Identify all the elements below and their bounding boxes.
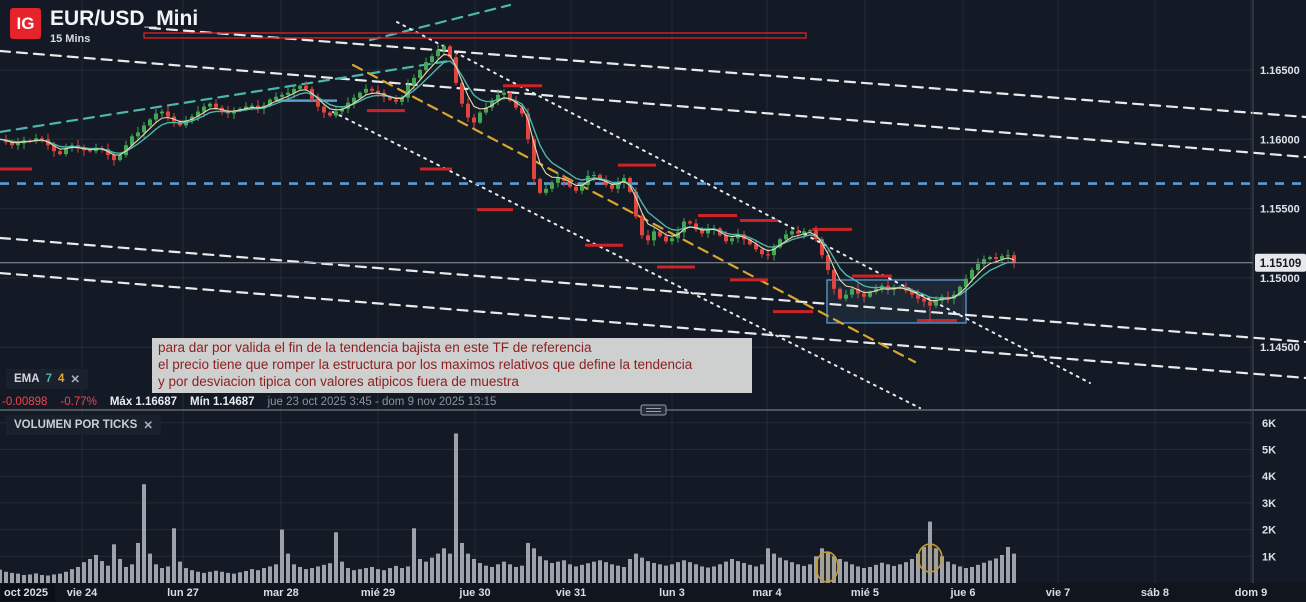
price-axis-label: 1.16500 [1260, 65, 1300, 77]
ig-logo[interactable]: IG [10, 8, 41, 39]
time-axis-label: mar 28 [263, 587, 298, 599]
annotation-line: para dar por valida el fin de la tendenc… [158, 340, 592, 355]
annotation-line: el precio tiene que romper la estructura… [158, 357, 693, 372]
analysis-annotation[interactable]: para dar por valida el fin de la tendenc… [152, 338, 752, 393]
volume-highlight-ellipse[interactable] [917, 543, 943, 573]
ema-name: EMA [14, 373, 40, 385]
volume-bars [0, 433, 1016, 583]
red-level-segments[interactable] [0, 84, 957, 322]
ema-period-7: 7 [45, 373, 52, 385]
volume-axis-label: 3K [1262, 498, 1276, 510]
channel-lower-mid[interactable] [0, 236, 1306, 344]
price-axis-label: 1.16000 [1260, 134, 1300, 146]
max-value: Máx 1.16687 [109, 396, 177, 408]
ema-indicator-badge[interactable]: EMA 7 4 ✕ [6, 369, 89, 389]
volume-axis-label: 2K [1262, 525, 1276, 537]
annotation-line: y por desviacion tipica con valores atip… [158, 374, 519, 389]
ema-close-icon[interactable]: ✕ [70, 374, 81, 386]
time-axis-label: jue 30 [458, 587, 490, 599]
time-axis-label: oct 2025 [4, 587, 48, 599]
ascending-support[interactable] [0, 58, 457, 134]
time-axis-band[interactable] [0, 583, 1306, 602]
time-axis-label: lun 27 [167, 587, 199, 599]
volume-axis-label: 4K [1262, 471, 1276, 483]
dotted-lower[interactable] [332, 110, 921, 410]
price-axis-labels[interactable]: 1.16500 1.16000 1.15500 1.15000 1.14500 [1260, 65, 1300, 354]
channel-upper-mid[interactable] [0, 49, 1306, 159]
grid-lines [0, 0, 1253, 583]
timeframe-label[interactable]: 15 Mins [50, 33, 91, 45]
time-axis-label: mié 29 [361, 587, 395, 599]
dotted-upper[interactable] [396, 21, 1091, 384]
change-value: -0.00898 [2, 396, 48, 408]
ema-period-4: 4 [57, 373, 65, 385]
volume-close-icon[interactable]: ✕ [143, 420, 153, 432]
volume-axis-label: 1K [1262, 551, 1276, 563]
volume-highlight-ellipse[interactable] [815, 551, 839, 583]
trend-lines[interactable] [0, 3, 1306, 410]
ema-lines [0, 53, 1015, 302]
channel-bottom[interactable] [0, 271, 1306, 380]
indicator-stats-row: -0.00898 -0.77% Máx 1.16687 Mín 1.14687 … [2, 396, 496, 408]
time-axis-label: mar 4 [752, 587, 782, 599]
volume-label: VOLUMEN POR TICKS [14, 419, 138, 431]
last-price-badge: 1.15109 [1255, 253, 1306, 272]
volume-axis-labels[interactable]: 6K 5K 4K 3K 2K 1K [1262, 418, 1276, 564]
price-axis-label: 1.15500 [1260, 204, 1300, 216]
svg-text:1.15109: 1.15109 [1260, 258, 1302, 270]
time-axis-label: dom 9 [1235, 587, 1267, 599]
instrument-header: IG EUR/USD_Mini 15 Mins [10, 8, 198, 45]
instrument-title: EUR/USD_Mini [50, 7, 199, 30]
time-axis-labels[interactable]: oct 2025 vie 24 lun 27 mar 28 mié 29 jue 30 vi… [1, 584, 1267, 601]
time-axis-label: vie 31 [556, 587, 587, 599]
time-axis-label: vie 24 [67, 587, 98, 599]
time-axis-label: mié 5 [851, 587, 879, 599]
ascending-resistance[interactable] [368, 3, 512, 42]
price-axis-label: 1.15000 [1260, 273, 1300, 285]
pane-resize-handle[interactable] [640, 404, 667, 416]
volume-axis-label: 6K [1262, 418, 1276, 430]
min-value: Mín 1.14687 [189, 396, 255, 408]
time-axis-label: jue 6 [949, 587, 975, 599]
time-axis-label: lun 3 [659, 587, 685, 599]
channel-top[interactable] [148, 26, 1306, 119]
price-axis-label: 1.14500 [1260, 342, 1300, 354]
time-axis-label: sáb 8 [1141, 587, 1169, 599]
date-range: jue 23 oct 2025 3:45 - dom 9 nov 2025 13… [267, 396, 497, 408]
volume-axis-label: 5K [1262, 445, 1276, 457]
volume-highlight-ellipses[interactable] [815, 543, 943, 583]
volume-indicator-badge[interactable]: VOLUMEN POR TICKS ✕ [6, 415, 161, 435]
change-percent: -0.77% [60, 396, 97, 408]
resistance-zone-rect[interactable] [143, 32, 807, 39]
downtrend-yellow[interactable] [351, 63, 917, 364]
time-axis-label: vie 7 [1046, 587, 1070, 599]
